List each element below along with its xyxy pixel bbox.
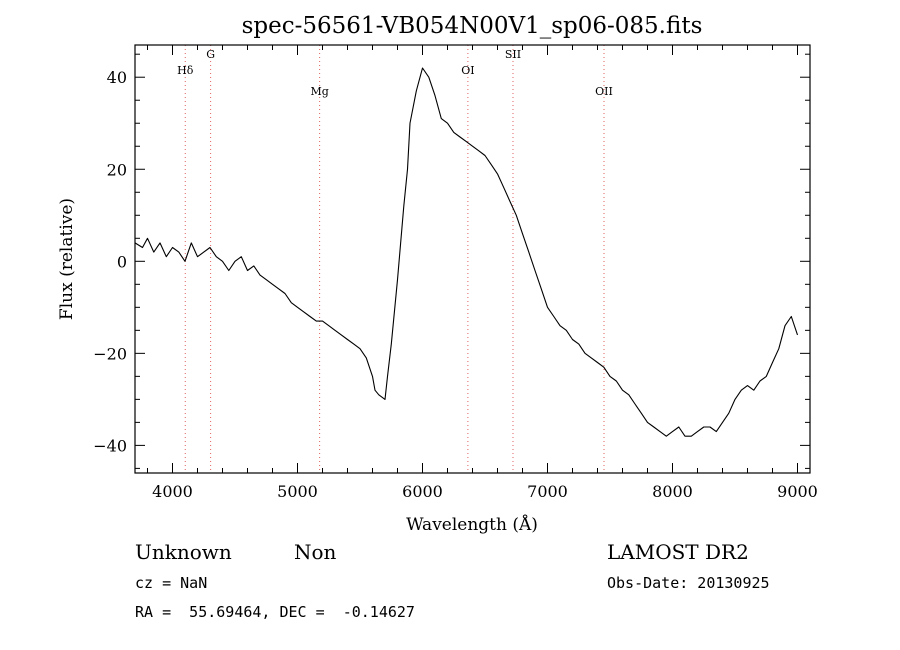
line-markers: Hδ G Mg OI SII OII <box>177 45 613 473</box>
line-marker-label: OI <box>461 64 474 77</box>
x-tick-label: 8000 <box>652 482 693 501</box>
survey-label: LAMOST DR2 <box>607 540 749 564</box>
x-tick-label: 4000 <box>152 482 193 501</box>
y-tick-label: −40 <box>93 436 127 455</box>
line-marker-label: G <box>206 48 215 61</box>
line-marker-label: Mg <box>310 85 328 98</box>
line-marker-label: OII <box>595 85 613 98</box>
y-axis-label: Flux (relative) <box>57 198 77 320</box>
spectrum-series <box>134 67 799 437</box>
y-tick-label: 20 <box>107 160 127 179</box>
x-tick-label: 5000 <box>277 482 318 501</box>
spectrum-line <box>134 67 799 437</box>
line-marker-label: Hδ <box>177 64 194 77</box>
y-tick-label: 40 <box>107 68 127 87</box>
subclass-label: Non <box>294 540 337 564</box>
coordinates-text: RA = 55.69464, DEC = -0.14627 <box>135 603 415 621</box>
x-axis-label: Wavelength (Å) <box>406 514 538 535</box>
class-label: Unknown <box>135 540 232 564</box>
x-tick-label: 9000 <box>777 482 818 501</box>
y-tick-label: −20 <box>93 344 127 363</box>
line-marker-label: SII <box>505 48 521 61</box>
x-tick-label: 7000 <box>527 482 568 501</box>
chart-title: spec-56561-VB054N00V1_sp06-085.fits <box>242 13 703 39</box>
x-tick-label: 6000 <box>402 482 443 501</box>
axis-ticks: 4000 5000 6000 7000 8000 9000 −40 −20 0 20 40 <box>93 45 818 501</box>
plot-frame <box>134 44 811 474</box>
redshift-text: cz = NaN <box>135 574 208 592</box>
y-tick-label: 0 <box>117 252 127 271</box>
obs-date-text: Obs-Date: 20130925 <box>607 574 770 592</box>
